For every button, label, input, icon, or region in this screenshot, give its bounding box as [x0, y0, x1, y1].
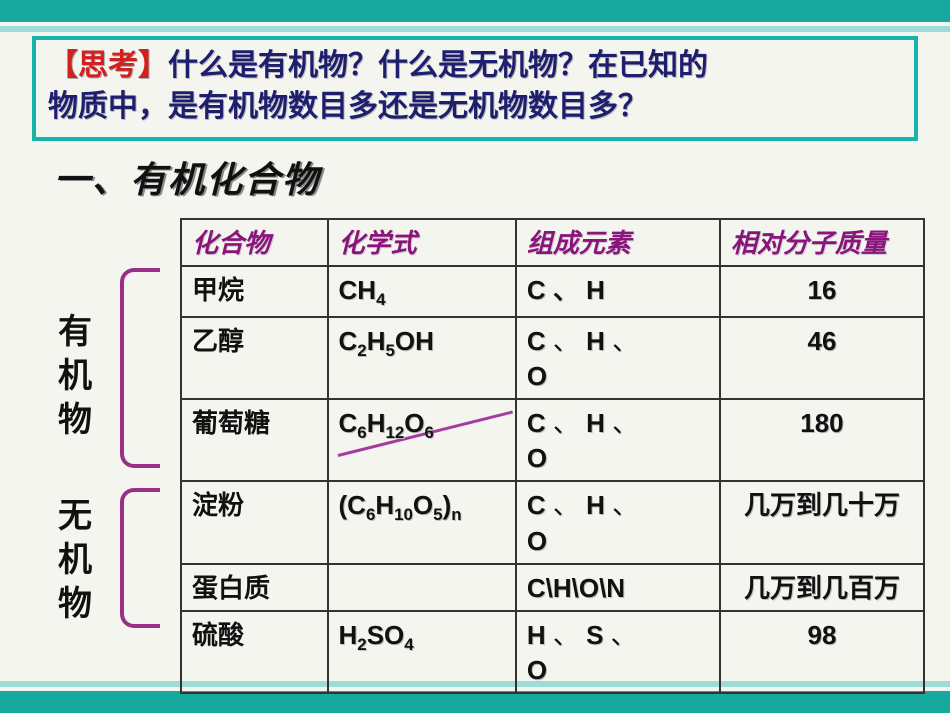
- question-line-2: 物质中，是有机物数目多还是无机物数目多？: [48, 90, 648, 123]
- question-box: 【思考】什么是有机物？什么是无机物？在已知的 物质中，是有机物数目多还是无机物数…: [32, 36, 918, 141]
- cell-formula: C6H12O6: [328, 399, 516, 481]
- col-head-formula: 化学式: [328, 219, 516, 266]
- cell-mass: 46: [720, 317, 924, 399]
- table-row: 甲烷CH4C 、 H16: [181, 266, 924, 317]
- cell-formula: C2H5OH: [328, 317, 516, 399]
- brace-organic: [120, 268, 160, 468]
- cell-mass: 几万到几十万: [720, 481, 924, 563]
- cell-compound: 硫酸: [181, 611, 328, 693]
- question-line-1: 什么是有机物？什么是无机物？在已知的: [168, 49, 708, 82]
- table-row: 葡萄糖C6H12O6C 、 H 、O180: [181, 399, 924, 481]
- cell-elements: C 、 H: [516, 266, 720, 317]
- brace-inorganic: [120, 488, 160, 628]
- slide-content: 【思考】什么是有机物？什么是无机物？在已知的 物质中，是有机物数目多还是无机物数…: [0, 30, 950, 209]
- cell-formula: (C6H10O5)n: [328, 481, 516, 563]
- side-label-organic: 有机物: [58, 310, 92, 443]
- side-label-organic-text: 有机物: [58, 313, 92, 439]
- cell-elements: C\H\O\N: [516, 564, 720, 611]
- cell-mass: 几万到几百万: [720, 564, 924, 611]
- cell-mass: 180: [720, 399, 924, 481]
- cell-elements: C 、 H 、O: [516, 399, 720, 481]
- side-label-inorganic: 无机物: [58, 494, 92, 627]
- cell-compound: 淀粉: [181, 481, 328, 563]
- cell-elements: H 、 S 、O: [516, 611, 720, 693]
- cell-compound: 乙醇: [181, 317, 328, 399]
- compound-tbody: 甲烷CH4C 、 H16乙醇C2H5OHC 、 H 、O46葡萄糖C6H12O6…: [181, 266, 924, 693]
- table-row: 淀粉(C6H10O5)nC 、 H 、O几万到几十万: [181, 481, 924, 563]
- table-row: 蛋白质 C\H\O\N几万到几百万: [181, 564, 924, 611]
- table-header-row: 化合物 化学式 组成元素 相对分子质量: [181, 219, 924, 266]
- sikao-label: 【思考】: [48, 49, 168, 82]
- cell-elements: C 、 H 、O: [516, 481, 720, 563]
- cell-elements: C 、 H 、O: [516, 317, 720, 399]
- compound-table: 化合物 化学式 组成元素 相对分子质量 甲烷CH4C 、 H16乙醇C2H5OH…: [180, 218, 925, 694]
- col-head-mass: 相对分子质量: [720, 219, 924, 266]
- side-label-inorganic-text: 无机物: [58, 497, 92, 623]
- cell-formula: [328, 564, 516, 611]
- section-title: 一、有机化合物: [54, 151, 926, 203]
- table-row: 乙醇C2H5OHC 、 H 、O46: [181, 317, 924, 399]
- cell-mass: 98: [720, 611, 924, 693]
- col-head-elements: 组成元素: [516, 219, 720, 266]
- compound-table-wrap: 化合物 化学式 组成元素 相对分子质量 甲烷CH4C 、 H16乙醇C2H5OH…: [180, 218, 925, 694]
- col-head-compound: 化合物: [181, 219, 328, 266]
- cell-compound: 葡萄糖: [181, 399, 328, 481]
- table-row: 硫酸H2SO4H 、 S 、O98: [181, 611, 924, 693]
- cell-compound: 蛋白质: [181, 564, 328, 611]
- cell-mass: 16: [720, 266, 924, 317]
- cell-formula: H2SO4: [328, 611, 516, 693]
- cell-compound: 甲烷: [181, 266, 328, 317]
- cell-formula: CH4: [328, 266, 516, 317]
